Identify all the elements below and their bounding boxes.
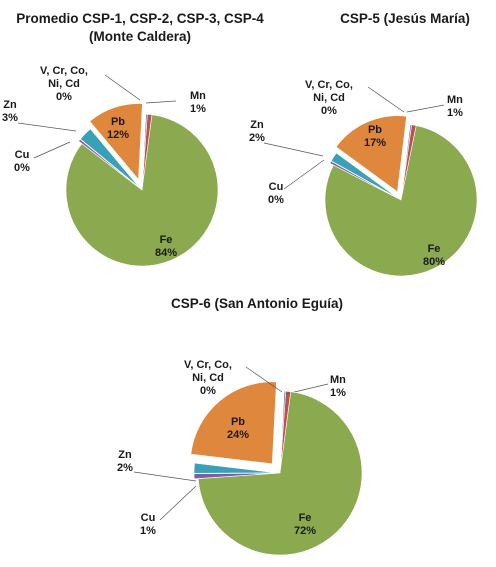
chart2-label-mn: Mn 1% xyxy=(447,94,463,119)
chart1-slice-zn xyxy=(79,128,140,188)
chart3-label-fe: Fe 72% xyxy=(294,512,316,537)
chart3-slice-zn xyxy=(193,462,277,474)
chart3-leader-cu xyxy=(159,485,197,521)
chart1-label-zn: Zn 3% xyxy=(2,99,18,124)
chart2-label-cu: Cu 0% xyxy=(268,181,284,206)
chart1-slice-pb xyxy=(89,103,143,181)
chart2-slice-v xyxy=(400,124,412,201)
chart2-label-fe: Fe 80% xyxy=(423,243,445,268)
chart1-label-mn: Mn 1% xyxy=(190,90,206,115)
chart1-label-fe: Fe 84% xyxy=(155,234,177,259)
chart2-leader-mn xyxy=(406,104,445,113)
chart2-label-zn: Zn 2% xyxy=(249,119,265,144)
chart2-leader-cu xyxy=(283,159,325,190)
chart1-subtitle: (Monte Caldera) xyxy=(89,29,191,44)
chart3-slice-pb xyxy=(190,381,277,465)
chart1-title: Promedio CSP-1, CSP-2, CSP-3, CSP-4 xyxy=(16,11,264,26)
chart3-leader-zn xyxy=(133,471,197,482)
chart2-slice-cu xyxy=(329,160,398,199)
chart1-leader-cu xyxy=(33,141,71,159)
chart2-slice-pb xyxy=(335,115,407,193)
chart3-label-pb: Pb 24% xyxy=(227,416,249,441)
chart2-label-pb: Pb 17% xyxy=(364,124,386,149)
chart3-slice-cu xyxy=(193,472,277,480)
chart1-leader-mn xyxy=(145,100,177,104)
chart1-label-pb: Pb 12% xyxy=(107,116,129,141)
chart2-slice-zn xyxy=(330,152,398,199)
chart3-leader-v xyxy=(245,366,283,393)
chart3-label-v: V, Cr, Co, Ni, Cd 0% xyxy=(184,359,232,397)
chart3-title: CSP-6 (San Antonio Eguía) xyxy=(171,296,343,311)
chart3-label-mn: Mn 1% xyxy=(330,374,346,399)
chart2-label-v: V, Cr, Co, Ni, Cd 0% xyxy=(305,79,353,117)
pies-layer: Mn 1% Fe 84% Cu 0% Zn 3% Pb 12% V, Cr, Co, Ni, Cd 0%… xyxy=(2,65,478,556)
chart3-slice-v xyxy=(279,390,287,474)
chart3-slice-fe xyxy=(197,391,363,556)
chart1-slice-v xyxy=(141,113,148,191)
chart1-label-cu: Cu 0% xyxy=(14,149,30,174)
chart1-leader-v xyxy=(104,74,141,101)
chart2-leader-v xyxy=(367,86,405,113)
chart1-slice-fe xyxy=(65,114,219,267)
chart3-label-cu: Cu 1% xyxy=(140,512,156,537)
chart2-leader-zn xyxy=(263,142,324,157)
chart2-title: CSP-5 (Jesús María) xyxy=(340,11,470,26)
chart1-label-v: V, Cr, Co, Ni, Cd 0% xyxy=(40,65,88,103)
chart1-slice-cu xyxy=(78,138,140,188)
chart3-label-zn: Zn 2% xyxy=(117,449,133,474)
chart1-leader-zn xyxy=(17,122,77,132)
chart2-slice-fe xyxy=(324,125,478,277)
